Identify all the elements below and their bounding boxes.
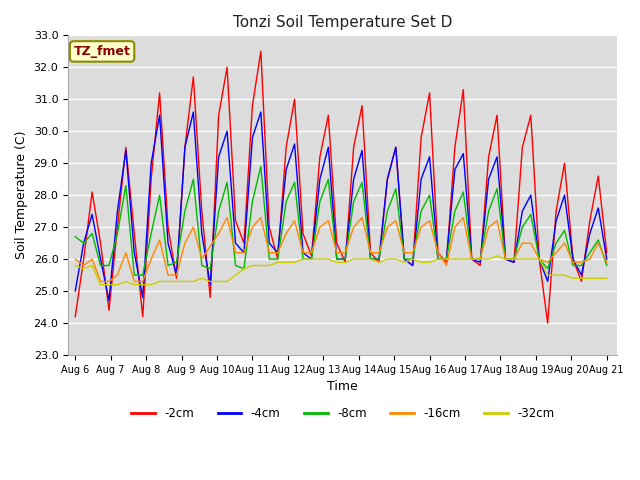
Y-axis label: Soil Temperature (C): Soil Temperature (C) — [15, 131, 28, 259]
Text: TZ_fmet: TZ_fmet — [74, 45, 131, 58]
Legend: -2cm, -4cm, -8cm, -16cm, -32cm: -2cm, -4cm, -8cm, -16cm, -32cm — [127, 402, 559, 425]
X-axis label: Time: Time — [328, 380, 358, 393]
Title: Tonzi Soil Temperature Set D: Tonzi Soil Temperature Set D — [233, 15, 452, 30]
